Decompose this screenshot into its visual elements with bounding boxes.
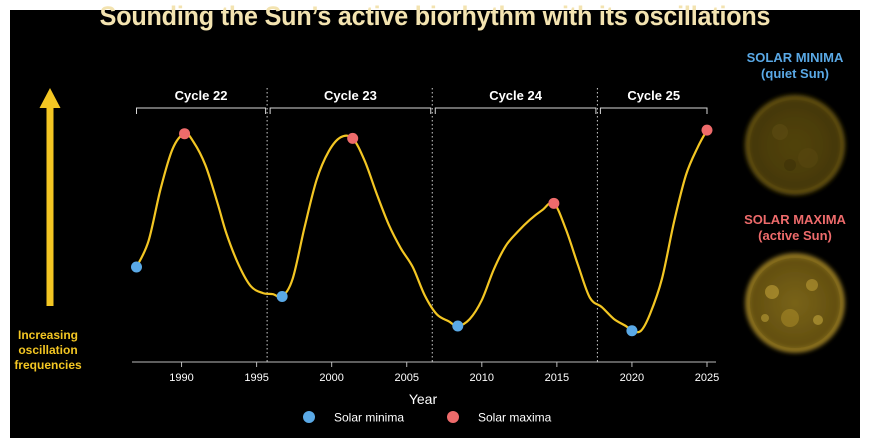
solar-minimum-point — [626, 325, 638, 337]
extrema-markers — [131, 124, 713, 337]
left-label-line: Increasing — [17, 328, 79, 342]
cycle-bracket — [434, 107, 597, 114]
x-axis-label: Year — [409, 391, 438, 407]
x-tick-label: 2015 — [545, 372, 569, 384]
cycle-bracket — [599, 107, 708, 114]
x-tick-label: 2020 — [620, 372, 644, 384]
x-tick-label: 2000 — [319, 372, 343, 384]
solar-maximum-point — [347, 132, 359, 144]
legend: Solar minima Solar maxima — [303, 411, 552, 425]
x-tick-label: 2025 — [695, 372, 719, 384]
cycle-separators — [266, 88, 598, 362]
x-tick-label: 1995 — [244, 372, 268, 384]
cycle-brackets: Cycle 22 Cycle 23 Cycle 24 Cycle 25 — [136, 88, 708, 114]
legend-swatch-minima — [303, 411, 315, 423]
solar-minimum-point — [131, 261, 143, 273]
chart-title: Sounding the Sun’s active biorhythm with… — [99, 1, 771, 31]
cycle-label: Cycle 25 — [627, 88, 680, 103]
cycle-label: Cycle 24 — [489, 88, 543, 103]
solar-maxima-caption: SOLAR MAXIMA (active Sun) — [730, 212, 860, 244]
cycle-bracket — [269, 107, 432, 114]
active-sun-image — [744, 252, 846, 354]
left-label-line: frequencies — [14, 358, 82, 372]
legend-label-minima: Solar minima — [334, 411, 404, 425]
x-tick-label: 1990 — [169, 372, 193, 384]
increasing-frequency-label: Increasing oscillation frequencies — [8, 328, 88, 373]
x-tick-label: 2005 — [394, 372, 418, 384]
solar-maximum-point — [548, 197, 560, 209]
legend-label-maxima: Solar maxima — [478, 411, 552, 425]
legend-swatch-maxima — [447, 411, 459, 423]
solar-maximum-point — [179, 128, 191, 140]
solar-maxima-title: SOLAR MAXIMA — [744, 212, 846, 227]
quiet-sun-image — [744, 94, 846, 196]
x-tick-label: 2010 — [470, 372, 494, 384]
left-label-line: oscillation — [18, 343, 78, 357]
x-axis: 1990 1995 2000 2005 2010 2015 2020 2025 — [132, 361, 719, 384]
solar-maximum-point — [701, 124, 713, 136]
cycle-label: Cycle 23 — [324, 88, 377, 103]
cycle-bracket — [136, 107, 267, 114]
cycle-label: Cycle 22 — [175, 88, 228, 103]
solar-maxima-subtitle: (active Sun) — [758, 228, 832, 243]
plot-area — [135, 129, 709, 334]
solar-minima-caption: SOLAR MINIMA (quiet Sun) — [730, 50, 860, 82]
oscillation-curve — [135, 129, 709, 334]
solar-minimum-point — [276, 291, 288, 303]
solar-minimum-point — [452, 320, 464, 332]
increasing-arrow-icon — [39, 88, 61, 306]
solar-minima-subtitle: (quiet Sun) — [761, 66, 829, 81]
solar-minima-title: SOLAR MINIMA — [746, 50, 844, 65]
